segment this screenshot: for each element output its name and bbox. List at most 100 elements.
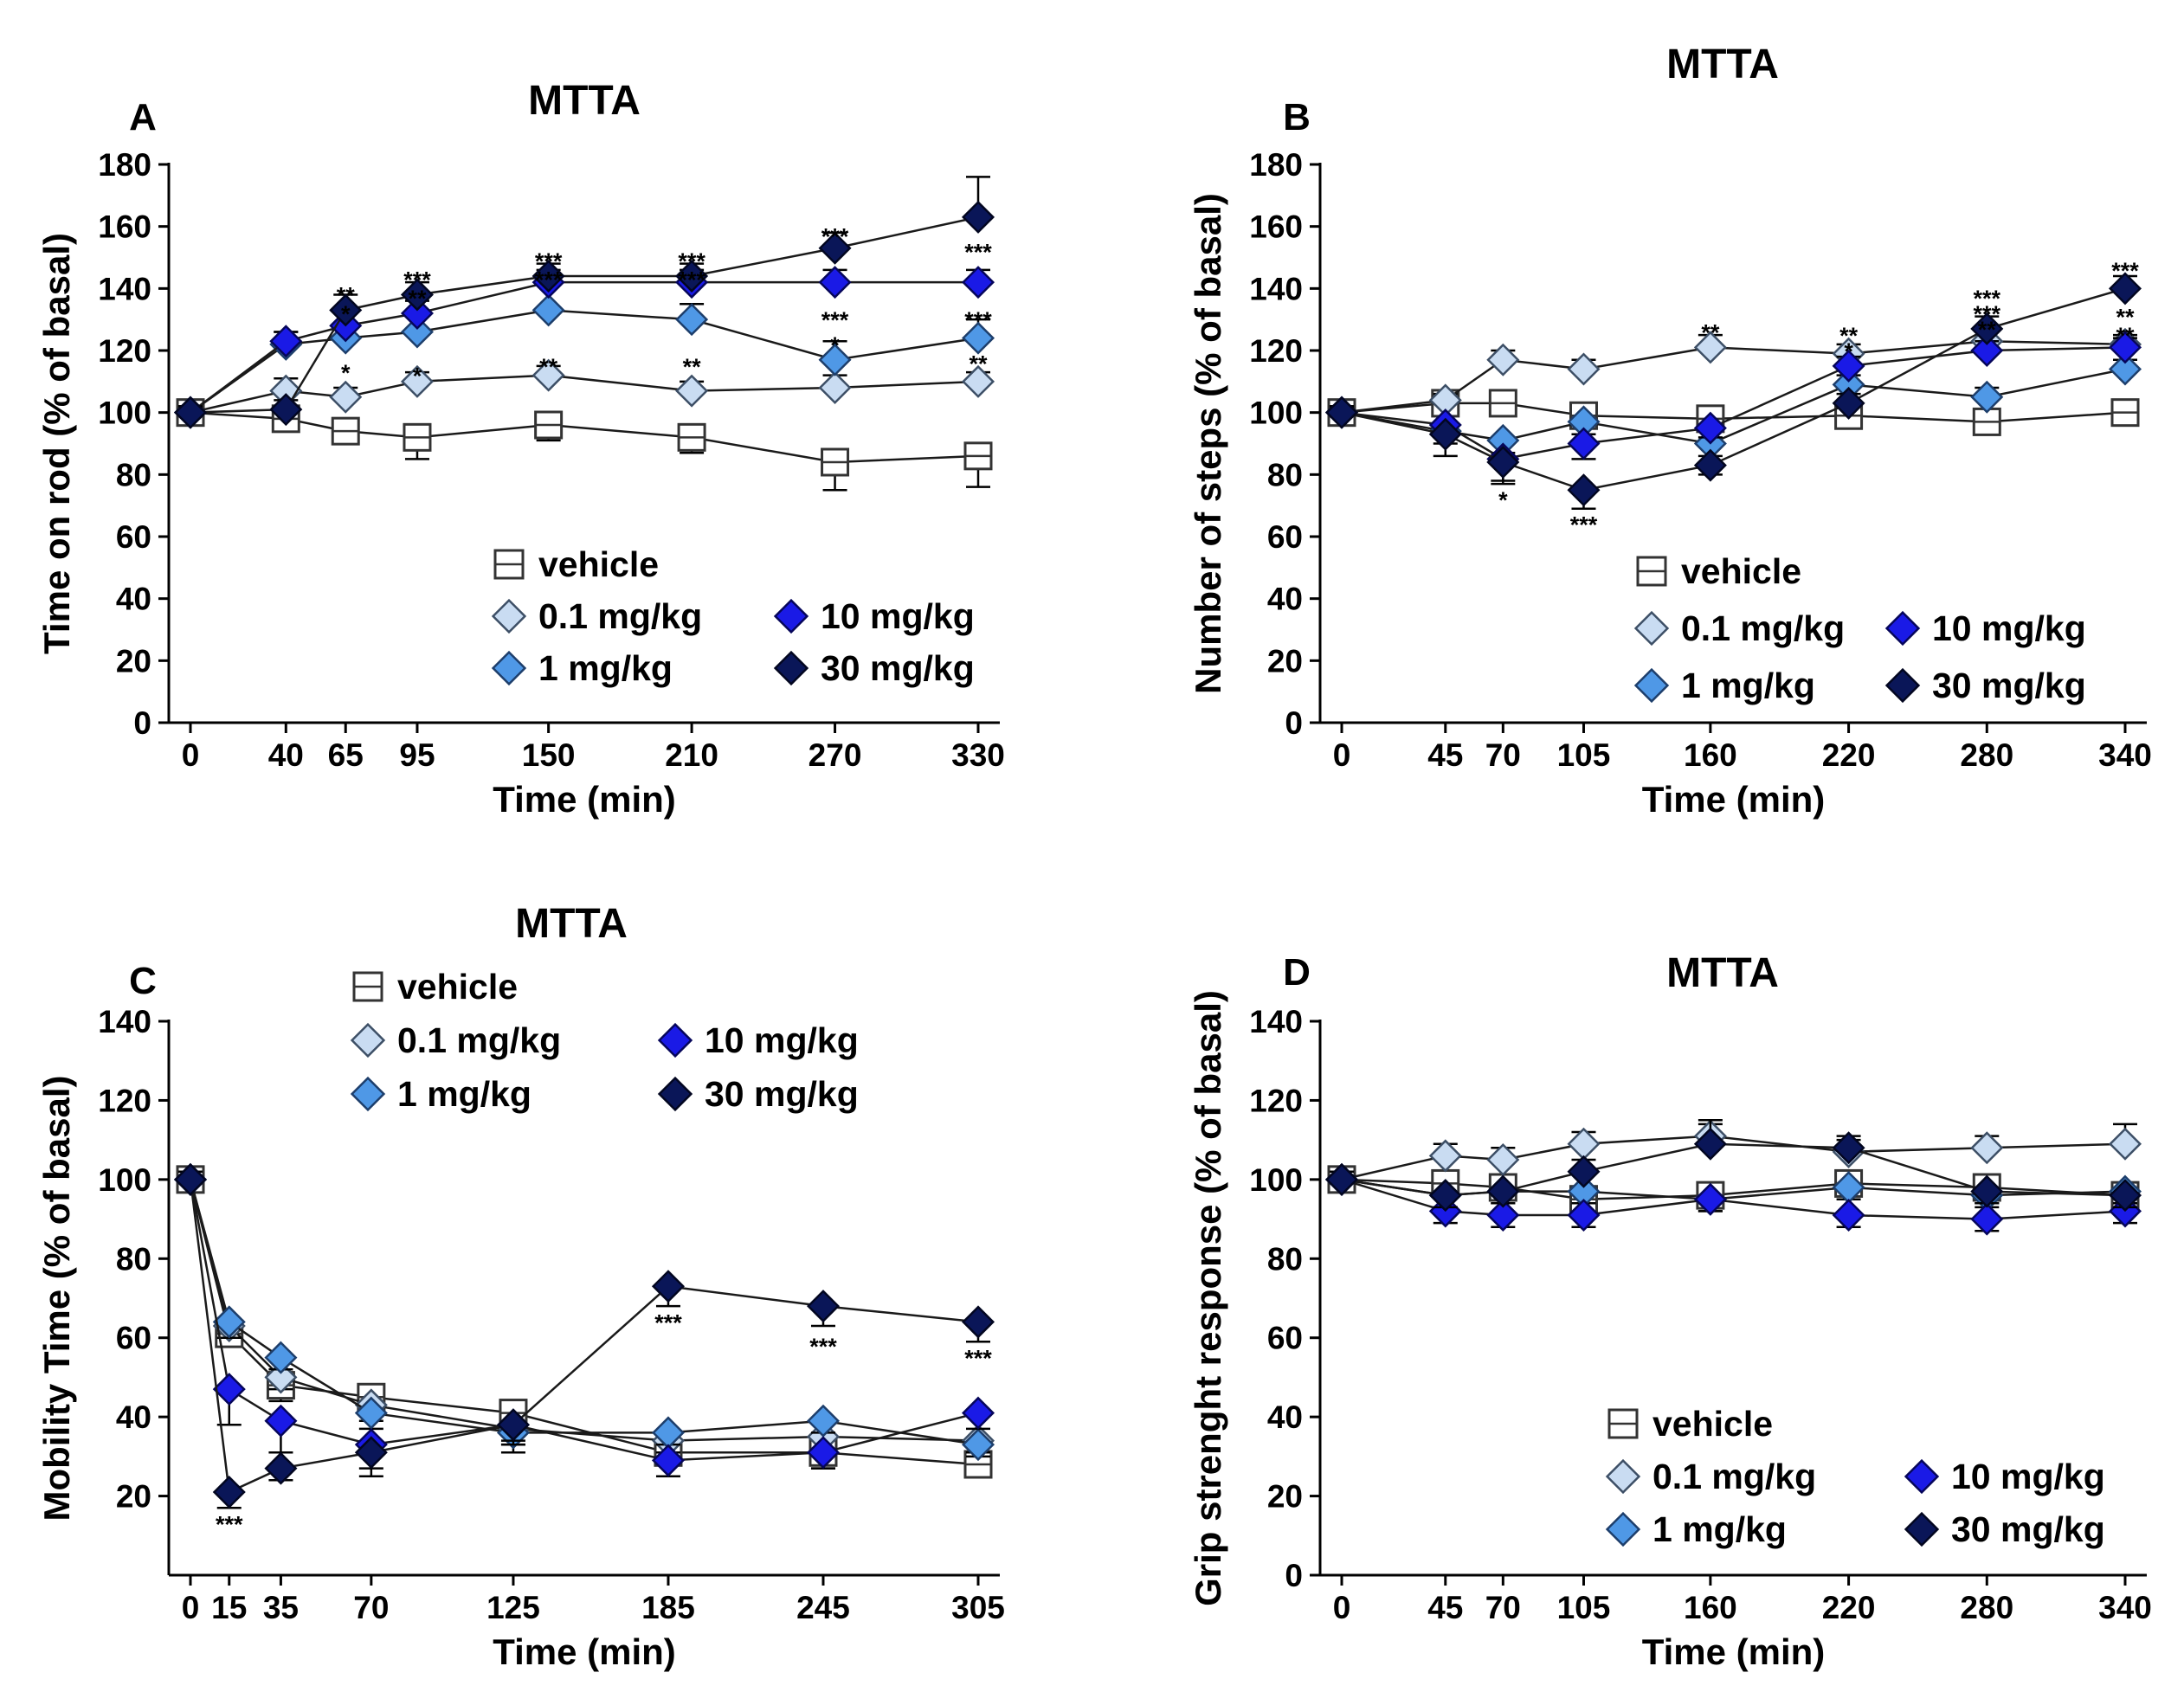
y-tick-label: 140 [98, 1004, 151, 1039]
legend-item-30-mg-kg: 30 mg/kg [1884, 666, 2086, 705]
data-point [961, 266, 995, 299]
data-point [1693, 411, 1727, 445]
series-line [190, 309, 979, 414]
data-point [1970, 1131, 2004, 1165]
x-tick-label: 185 [641, 1590, 695, 1625]
y-tick-label: 60 [1267, 519, 1303, 555]
data-point [1567, 1127, 1601, 1161]
legend-label: 1 mg/kg [1652, 1509, 1787, 1549]
x-tick-label: 280 [1960, 1590, 2013, 1625]
series-line [189, 1179, 979, 1462]
legend-item-0-1-mg-kg: 0.1 mg/kg [350, 1020, 561, 1060]
data-point [173, 1162, 208, 1196]
y-axis-label-a: Time on rod (% of basal) [36, 233, 77, 654]
significance-label: ** [1839, 323, 1859, 349]
data-point [1324, 396, 1359, 429]
x-tick-label: 105 [1557, 1590, 1611, 1625]
data-point [331, 416, 360, 446]
legend-label: 1 mg/kg [1681, 666, 1815, 705]
series-10-mg-kg [173, 1162, 995, 1477]
legend-item-vehicle: vehicle [352, 967, 518, 1007]
data-point [1486, 445, 1520, 479]
series-line [190, 411, 979, 464]
data-point [1970, 312, 2004, 345]
significance-label: *** [216, 1512, 243, 1538]
x-tick-label: 280 [1960, 737, 2013, 773]
series-line [190, 216, 979, 414]
y-tick-label: 120 [1249, 1083, 1303, 1118]
legend-marker [352, 971, 383, 1002]
x-tick-label: 330 [951, 737, 1005, 773]
x-tick-label: 0 [182, 737, 200, 773]
y-tick-label: 160 [1249, 209, 1303, 245]
significance-label: ** [1978, 317, 1997, 343]
x-tick-label: 340 [2098, 737, 2152, 773]
panel-label-d: D [1283, 951, 1311, 994]
significance-label: *** [535, 267, 563, 293]
x-tick-label: 245 [796, 1590, 850, 1625]
x-tick-label: 95 [399, 737, 435, 773]
y-tick-label: 120 [98, 1083, 151, 1118]
legend-label: 0.1 mg/kg [538, 596, 702, 636]
x-tick-label: 0 [182, 1590, 200, 1625]
significance-label: * [413, 363, 422, 389]
data-point [1567, 352, 1601, 386]
data-point [400, 296, 434, 331]
legend-label: 30 mg/kg [821, 648, 975, 688]
chart-title-d: MTTA [1666, 950, 1779, 996]
y-tick-label: 40 [1267, 1399, 1303, 1435]
data-point [806, 1290, 841, 1323]
legend-item-30-mg-kg: 30 mg/kg [657, 1074, 859, 1114]
legend-item-vehicle: vehicle [493, 544, 659, 584]
data-point [1567, 1198, 1601, 1232]
y-tick-label: 60 [116, 1321, 151, 1356]
data-point [2108, 1179, 2142, 1213]
legend-item-1-mg-kg: 1 mg/kg [350, 1074, 532, 1114]
data-point [212, 1475, 246, 1509]
data-point [961, 200, 995, 234]
x-tick-label: 65 [328, 737, 364, 773]
data-point [400, 364, 434, 398]
significance-label: ** [683, 354, 702, 380]
data-point [1693, 1182, 1727, 1216]
y-tick-label: 160 [98, 209, 151, 245]
y-tick-label: 60 [116, 519, 151, 555]
legend-marker [1904, 1511, 1940, 1547]
data-point [1832, 1131, 1865, 1165]
series-line [189, 1179, 979, 1446]
legend-marker [350, 1076, 386, 1112]
x-tick-label: 0 [1333, 737, 1351, 773]
y-tick-label: 140 [98, 271, 151, 306]
legend-label: 10 mg/kg [1932, 608, 2086, 648]
data-point [2108, 331, 2142, 364]
significance-label: *** [654, 1309, 682, 1335]
significance-label: *** [1974, 301, 2001, 327]
y-tick-label: 180 [1249, 147, 1303, 183]
legend-label: 1 mg/kg [397, 1074, 532, 1114]
legend-label: 10 mg/kg [1951, 1457, 2105, 1496]
y-axis-label-c: Mobility Time (% of basal) [36, 1076, 77, 1522]
x-tick-label: 340 [2098, 1590, 2152, 1625]
significance-label: *** [821, 223, 849, 249]
y-tick-label: 40 [1267, 582, 1303, 617]
x-axis-label-a: Time (min) [493, 779, 676, 820]
x-tick-label: 15 [211, 1590, 247, 1625]
significance-label: *** [964, 307, 992, 333]
panel-label-c: C [129, 960, 157, 1002]
data-point [675, 303, 709, 337]
y-tick-label: 120 [1249, 333, 1303, 369]
data-point [1832, 386, 1865, 420]
legend-label: vehicle [538, 544, 659, 584]
significance-label: ** [539, 354, 558, 380]
data-point [1567, 427, 1601, 460]
y-tick-label: 0 [1285, 1558, 1303, 1593]
data-point [400, 315, 434, 349]
x-axis-label-c: Time (min) [493, 1631, 676, 1672]
y-tick-label: 40 [116, 582, 151, 617]
significance-label: *** [964, 1346, 992, 1372]
legend-marker [773, 598, 809, 634]
series-1-mg-kg [173, 1162, 995, 1462]
significance-label: ** [337, 283, 356, 309]
legend-marker [491, 598, 527, 634]
